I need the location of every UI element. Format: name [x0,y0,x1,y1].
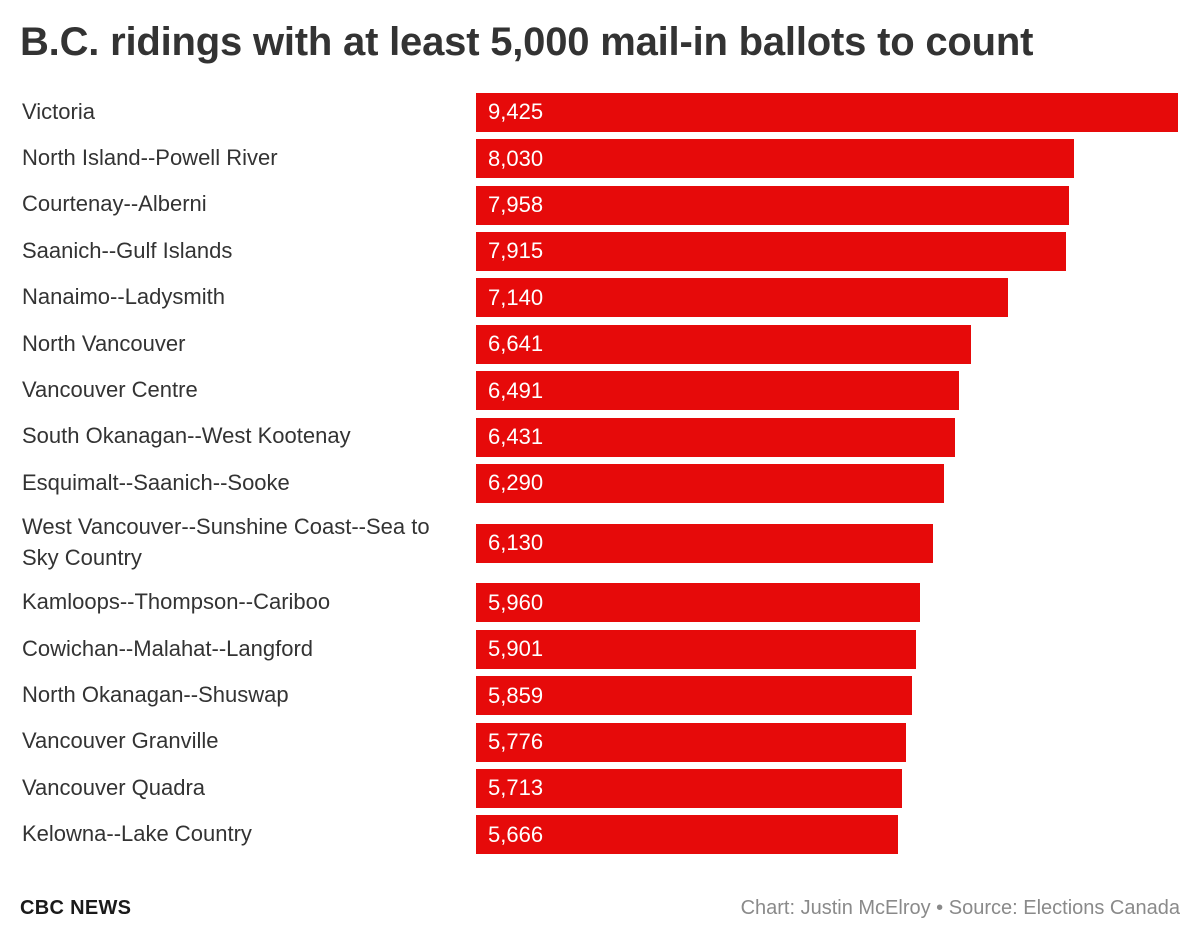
category-label: North Okanagan--Shuswap [22,682,289,708]
bar: 5,960 [476,583,920,623]
brand-logo-text: CBC NEWS [20,897,132,919]
bar-value-label: 6,290 [488,470,544,496]
bar-value-label: 7,958 [488,192,544,217]
bar: 6,641 [476,324,971,364]
bar-value-label: 5,713 [488,775,544,801]
bar-value-label: 7,915 [488,238,544,264]
chart-title: B.C. ridings with at least 5,000 mail-in… [20,20,1034,64]
bar-value-label: 5,901 [488,636,544,662]
bar: 5,713 [476,768,902,808]
category-label: Esquimalt--Saanich--Sooke [22,469,290,495]
bar: 7,915 [476,231,1066,271]
category-label: South Okanagan--West Kootenay [22,423,351,449]
bar-value-label: 9,425 [488,99,544,125]
category-label: Saanich--Gulf Islands [22,237,233,263]
bar-value-label: 6,130 [488,530,544,556]
category-label: Cowichan--Malahat--Langford [22,635,314,661]
category-label: West Vancouver--Sunshine Coast--Sea to S… [22,514,430,571]
bar: 5,776 [476,722,907,762]
bar-value-label: 7,140 [488,284,544,310]
bar: 6,431 [476,417,955,457]
category-label: Vancouver Granville [22,728,219,754]
category-label: Vancouver Centre [22,377,198,403]
bar: 6,491 [476,371,960,411]
bar-value-label: 6,431 [488,424,544,449]
bar-value-label: 5,960 [488,589,544,615]
category-label: North Vancouver [22,330,186,356]
bar-value-label: 5,776 [488,729,544,754]
category-label: Victoria [22,98,95,124]
chart-credit: Chart: Justin McElroy • Source: Election… [740,897,1180,919]
bar: 5,859 [476,676,913,716]
category-label: Nanaimo--Ladysmith [22,284,225,310]
category-label: Kelowna--Lake Country [22,821,252,847]
bar-value-label: 5,666 [488,821,544,847]
category-label: Kamloops--Thompson--Cariboo [22,589,331,615]
bar-value-label: 6,491 [488,377,544,403]
bar: 5,901 [476,629,916,669]
bar: 9,425 [476,92,1178,132]
bar: 6,290 [476,463,945,503]
bar: 5,666 [476,815,899,855]
bar: 6,130 [476,523,933,563]
bar: 7,958 [476,185,1069,225]
category-label: Courtenay--Alberni [22,191,207,217]
bar-value-label: 6,641 [488,331,544,357]
bar: 8,030 [476,139,1075,179]
bar-value-label: 8,030 [488,145,544,171]
category-label: Vancouver Quadra [22,774,206,800]
category-label: North Island--Powell River [22,145,278,171]
bar: 7,140 [476,278,1008,318]
bar-value-label: 5,859 [488,682,544,708]
